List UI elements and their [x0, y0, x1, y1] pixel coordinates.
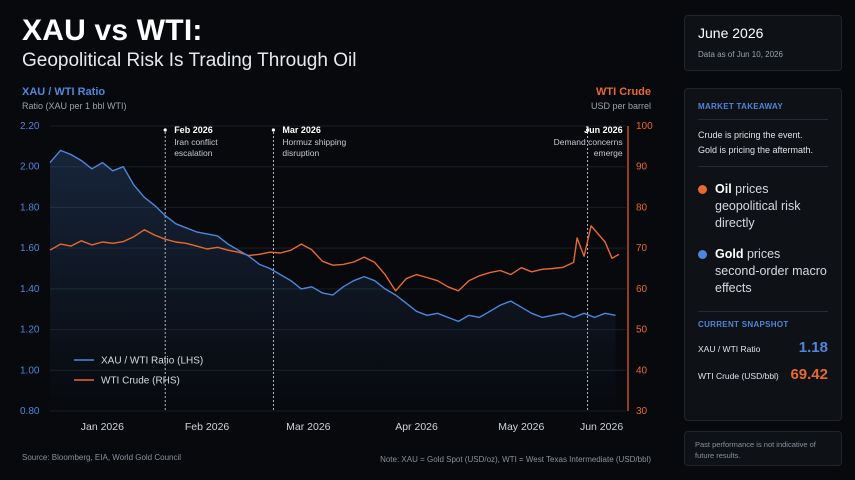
- insights-panel: MARKET TAKEAWAY Crude is pricing the eve…: [684, 88, 842, 421]
- takeaway-line-2: Gold is pricing the aftermath.: [698, 145, 814, 155]
- left-tick-label: 1.40: [20, 284, 40, 295]
- ratio-area-fill: [50, 150, 616, 411]
- oil-text: prices geopolitical risk directly: [715, 182, 801, 230]
- annotation-text: Demand concerns: [554, 137, 623, 147]
- snapshot-wti-row: WTI Crude (USD/bbl) 69.42: [698, 366, 828, 383]
- annotation-dot: [586, 128, 590, 132]
- xau-wti-ratio-line: [49, 149, 616, 323]
- left-tick-label: 1.60: [20, 243, 40, 254]
- right-tick-label: 80: [636, 202, 648, 213]
- x-tick-label: Apr 2026: [395, 421, 438, 433]
- right-tick-label: 50: [636, 325, 648, 336]
- dual-axis-line-chart: 0.80 1.00 1.20 1.40 1.60 1.80 2.00 2.20 30 40 50 60…: [20, 121, 653, 433]
- gold-text: prices second-order macro effects: [715, 247, 827, 295]
- gold-bullet: Gold prices second-order macro effects: [698, 246, 828, 297]
- chart-subtitle: Geopolitical Risk Is Trading Through Oil: [22, 50, 357, 71]
- annotation-dot: [271, 128, 276, 132]
- annotation-dot: [163, 128, 167, 132]
- oil-bullet-text: Oil prices geopolitical risk directly: [715, 181, 828, 232]
- annotation-text: emerge: [594, 148, 623, 158]
- blue-dot-icon: [698, 250, 707, 259]
- source-note: Source: Bloomberg, EIA, World Gold Counc…: [22, 453, 182, 462]
- takeaway-label: MARKET TAKEAWAY: [698, 102, 783, 111]
- left-tick-label: 1.00: [20, 365, 40, 376]
- snapshot-wti-value: 69.42: [790, 366, 828, 383]
- left-tick-label: 2.00: [20, 162, 40, 173]
- divider: [698, 311, 828, 312]
- right-axis-unit: USD per barrel: [590, 101, 651, 111]
- snapshot-ratio-row: XAU / WTI Ratio 1.18: [698, 339, 828, 356]
- wti-crude-line: [49, 225, 620, 292]
- left-axis-unit: Ratio (XAU per 1 bbl WTI): [22, 101, 127, 111]
- right-tick-label: 60: [636, 284, 648, 295]
- gold-bold: Gold: [715, 247, 744, 261]
- x-tick-label: Jun 2026: [580, 421, 623, 433]
- right-tick-label: 70: [636, 243, 648, 254]
- x-tick-label: Jan 2026: [81, 421, 124, 433]
- left-tick-label: 2.20: [20, 121, 40, 132]
- snapshot-ratio-value: 1.18: [798, 339, 828, 356]
- disclaimer: Past performance is not indicative of fu…: [684, 431, 842, 466]
- oil-bullet: Oil prices geopolitical risk directly: [698, 181, 828, 232]
- left-tick-label: 1.80: [20, 202, 40, 213]
- annotation-text: Hormuz shipping: [282, 137, 346, 147]
- annotation-text: Iran conflict: [174, 137, 218, 147]
- x-tick-label: Mar 2026: [286, 421, 331, 433]
- left-tick-label: 1.20: [20, 325, 40, 336]
- data-as-of: Data as of Jun 10, 2026: [698, 50, 783, 59]
- right-tick-label: 100: [636, 121, 653, 132]
- panel-month: June 2026: [698, 25, 764, 41]
- snapshot-wti-label: WTI Crude (USD/bbl): [698, 371, 779, 381]
- annotation-title: Jun 2026: [584, 125, 623, 135]
- x-tick-label: May 2026: [498, 421, 544, 433]
- chart-legend: XAU / WTI Ratio (LHS) WTI Crude (RHS): [74, 356, 203, 387]
- oil-bold: Oil: [715, 182, 732, 196]
- legend-label: WTI Crude (RHS): [101, 376, 180, 387]
- legend-label: XAU / WTI Ratio (LHS): [101, 356, 203, 367]
- chart-title: XAU vs WTI:: [22, 14, 203, 47]
- right-axis-title: WTI Crude: [596, 86, 651, 98]
- gold-bullet-text: Gold prices second-order macro effects: [715, 246, 828, 297]
- x-tick-label: Feb 2026: [185, 421, 230, 433]
- annotation-text: escalation: [174, 148, 213, 158]
- annotation-title: Mar 2026: [282, 125, 321, 135]
- annotation-text: disruption: [282, 148, 319, 158]
- takeaway-text: Crude is pricing the event. Gold is pric…: [698, 128, 828, 158]
- divider: [698, 166, 828, 167]
- date-panel: June 2026 Data as of Jun 10, 2026: [684, 15, 842, 71]
- right-tick-label: 30: [636, 406, 648, 417]
- left-axis-title: XAU / WTI Ratio: [22, 86, 106, 98]
- left-tick-label: 0.80: [20, 406, 40, 417]
- snapshot-ratio-label: XAU / WTI Ratio: [698, 344, 761, 354]
- right-tick-label: 40: [636, 365, 648, 376]
- takeaway-line-1: Crude is pricing the event.: [698, 130, 803, 140]
- snapshot-label: CURRENT SNAPSHOT: [698, 320, 789, 329]
- right-tick-label: 90: [636, 162, 648, 173]
- annotation-title: Feb 2026: [174, 125, 213, 135]
- orange-dot-icon: [698, 185, 707, 194]
- definition-note: Note: XAU = Gold Spot (USD/oz), WTI = We…: [380, 455, 651, 464]
- divider: [698, 119, 828, 120]
